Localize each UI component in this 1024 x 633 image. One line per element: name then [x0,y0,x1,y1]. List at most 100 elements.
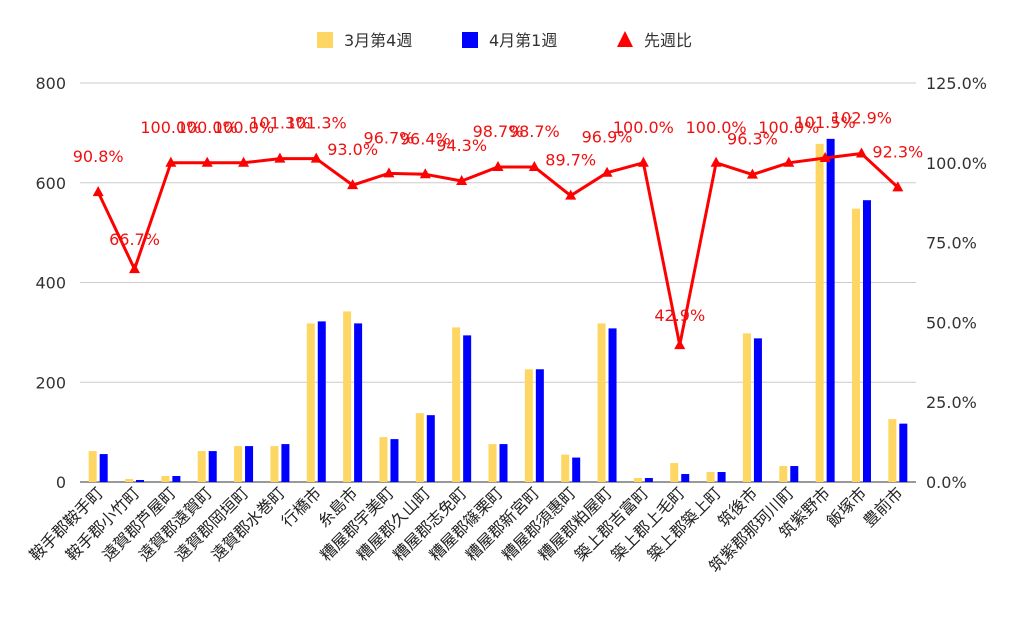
bar-mar-week4 [851,208,860,482]
ratio-point-marker [383,167,395,178]
bar-apr-week1 [499,444,508,482]
ratio-point-marker [129,263,141,274]
ratio-data-label: 98.7% [509,122,560,141]
category-axis: 鞍手郡鞍手町鞍手郡小竹町遠賀郡芦屋町遠賀郡遠賀町遠賀郡岡垣町遠賀郡水巻町行橋市糸… [26,483,907,576]
bar-apr-week1 [317,321,326,482]
bar-mar-week4 [343,311,352,482]
ratio-data-label: 100.0% [686,118,747,137]
bar-mar-week4 [234,446,243,482]
ratio-data-label: 92.3% [872,142,923,161]
left-tick-label: 800 [35,74,66,93]
bar-apr-week1 [753,338,762,482]
category-label: 行橋市 [278,483,325,530]
ratio-data-label: 100.0% [140,118,201,137]
legend-apr-week1-text: 4月第1週 [489,31,557,50]
ratio-data-label: 42.9% [654,306,705,325]
ratio-point-marker [783,156,795,167]
ratio-data-label: 66.7% [109,230,160,249]
right-tick-label: 125.0% [926,74,987,93]
bar-apr-week1 [608,328,617,482]
ratio-data-label: 96.4% [400,129,451,148]
bar-mar-week4 [597,323,606,482]
category-label: 飯塚市 [823,483,870,530]
ratio-point-marker [710,156,722,167]
bar-mar-week4 [815,143,824,482]
data-labels: 90.8%66.7%100.0%100.0%100.0%101.3%101.3%… [73,109,923,326]
right-tick-label: 75.0% [926,234,977,253]
bar-apr-week1 [899,423,908,482]
bar-apr-week1 [790,466,799,482]
ratio-data-label: 96.3% [727,130,778,149]
bar-mar-week4 [125,479,134,482]
bar-apr-week1 [136,480,145,482]
ratio-data-label: 100.0% [213,118,274,137]
bar-apr-week1 [535,369,544,482]
ratio-data-label: 96.9% [582,128,633,147]
bar-apr-week1 [99,454,108,482]
bar-apr-week1 [463,335,472,482]
bar-mar-week4 [633,478,642,482]
bar-mar-week4 [88,451,97,482]
ratio-point-marker [565,189,577,200]
ratio-point-marker [892,181,904,192]
bar-apr-week1 [681,474,690,482]
ratio-data-label: 94.3% [436,136,487,155]
bar-mar-week4 [670,463,679,482]
bar-mar-week4 [452,327,461,482]
bar-mar-week4 [779,466,788,482]
bar-mar-week4 [161,476,170,482]
ratio-data-label: 100.0% [177,118,238,137]
bar-mar-week4 [561,454,570,482]
ratio-data-label: 90.8% [73,147,124,166]
bar-mar-week4 [706,472,715,482]
ratio-data-label: 101.5% [795,113,856,132]
legend-mar-week4-text: 3月第4週 [344,31,412,50]
right-tick-label: 50.0% [926,313,977,332]
bar-series [88,138,908,483]
bar-apr-week1 [717,472,726,482]
ratio-data-label: 101.3% [249,114,310,133]
ratio-point-marker [310,152,322,163]
ratio-data-label: 89.7% [545,151,596,170]
ratio-point-marker [746,168,758,179]
bar-apr-week1 [644,478,653,482]
left-tick-label: 200 [35,373,66,392]
left-tick-label: 400 [35,274,66,293]
ratio-point-marker [165,156,177,167]
bar-apr-week1 [390,439,399,482]
left-axis: 0 200 400 600 800 [35,74,66,492]
ratio-data-label: 102.9% [831,109,892,128]
legend-ratio-text: 先週比 [644,31,692,50]
ratio-point-marker [92,186,104,197]
ratio-point-marker [238,156,250,167]
ratio-data-label: 100.0% [758,118,819,137]
line-series [92,147,904,350]
ratio-point-marker [637,156,649,167]
ratio-point-marker [674,339,686,350]
ratio-point-marker [456,174,468,185]
legend-ratio-swatch [617,31,633,47]
bar-mar-week4 [742,333,751,482]
bar-apr-week1 [354,323,363,482]
ratio-point-marker [347,179,359,190]
bar-mar-week4 [524,369,533,482]
ratio-point-marker [855,147,867,158]
ratio-data-label: 100.0% [613,118,674,137]
right-axis: 0.0% 25.0% 50.0% 75.0% 100.0% 125.0% [926,74,987,492]
legend-apr-week1-swatch [462,32,478,48]
ratio-data-label: 101.3% [286,114,347,133]
bar-apr-week1 [426,415,435,482]
bar-apr-week1 [826,138,835,483]
ratio-point-marker [601,166,613,177]
bar-apr-week1 [208,451,217,482]
legend: 3月第4週 4月第1週 先週比 [317,31,692,50]
right-tick-label: 100.0% [926,154,987,173]
ratio-data-label: 93.0% [327,140,378,159]
left-tick-label: 0 [56,473,66,492]
legend-mar-week4-swatch [317,32,333,48]
right-tick-label: 25.0% [926,393,977,412]
ratio-point-marker [492,160,504,171]
bar-apr-week1 [245,446,254,482]
